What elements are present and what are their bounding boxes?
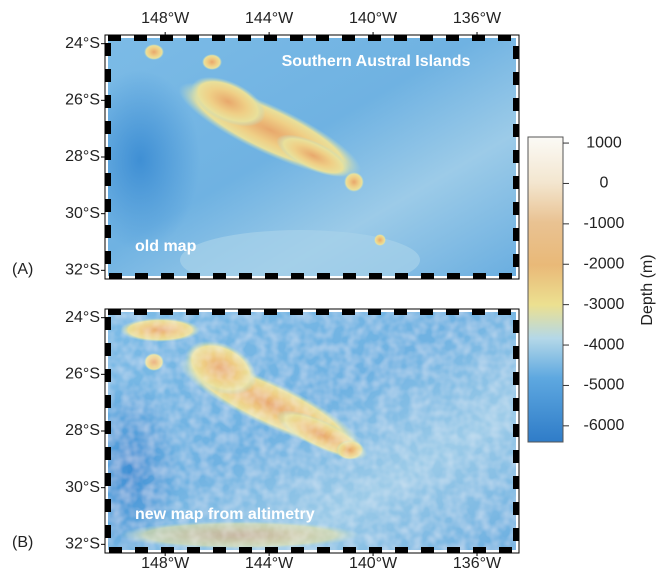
colorbar-tick-label: -6000 [584, 417, 625, 434]
lat-tick-label: 24°S [65, 35, 100, 52]
lon-tick-label: 144°W [245, 10, 294, 27]
colorbar-tick-label: -3000 [584, 296, 625, 313]
colorbar [527, 136, 564, 443]
lat-tick-label: 26°S [65, 366, 100, 383]
lat-tick-label: 28°S [65, 148, 100, 165]
colorbar-tick-label: -2000 [584, 255, 625, 272]
lon-tick-label: 136°W [453, 10, 502, 27]
lat-tick-label: 28°S [65, 422, 100, 439]
colorbar-tick-label: 0 [600, 175, 609, 192]
lat-tick-label: 32°S [65, 262, 100, 279]
colorbar-label: Depth (m) [639, 254, 656, 325]
lon-tick-label: 148°W [141, 10, 190, 27]
colorbar-tick-label: -4000 [584, 336, 625, 353]
panel-label: (B) [12, 534, 33, 551]
map-frames [104, 34, 520, 554]
lon-tick-label: 136°W [453, 555, 502, 572]
map-a [108, 38, 516, 276]
map-b [108, 312, 516, 550]
lon-tick-label: 148°W [141, 555, 190, 572]
lat-tick-label: 30°S [65, 479, 100, 496]
lat-tick-label: 26°S [65, 92, 100, 109]
panel-label: (A) [12, 261, 33, 278]
lon-tick-label: 140°W [349, 555, 398, 572]
colorbar-tick-label: -1000 [584, 215, 625, 232]
lon-tick-label: 140°W [349, 10, 398, 27]
map-caption: new map from altimetry [135, 506, 315, 523]
lat-tick-label: 30°S [65, 205, 100, 222]
lat-tick-label: 24°S [65, 309, 100, 326]
colorbar-tick-label: -5000 [584, 377, 625, 394]
map-caption: old map [135, 238, 197, 255]
lon-tick-label: 144°W [245, 555, 294, 572]
map-title: Southern Austral Islands [282, 53, 471, 70]
lat-tick-label: 32°S [65, 536, 100, 553]
colorbar-tick-label: 1000 [586, 134, 622, 151]
